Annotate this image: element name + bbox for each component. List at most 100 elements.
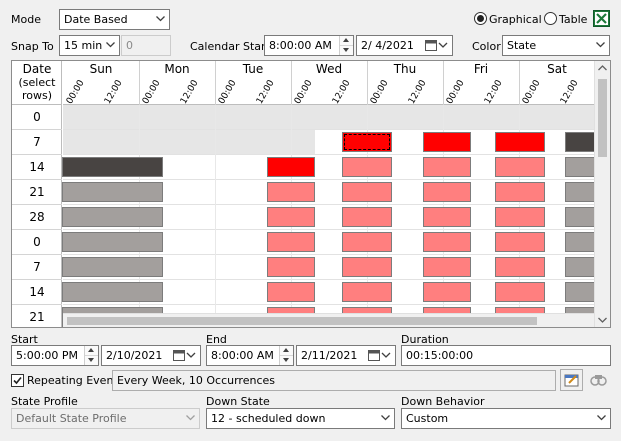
event-block[interactable] xyxy=(342,257,392,277)
row-date-label[interactable]: 0 xyxy=(12,230,62,255)
find-icon[interactable] xyxy=(587,369,610,391)
mode-dropdown[interactable]: Date Based xyxy=(59,9,170,30)
calendar-dropdown-icon[interactable] xyxy=(424,39,448,52)
row-date-label[interactable]: 21 xyxy=(12,180,62,205)
event-block[interactable] xyxy=(62,182,163,202)
row-date-label[interactable]: 7 xyxy=(12,255,62,280)
color-dropdown[interactable]: State xyxy=(502,35,610,56)
graphical-radio[interactable] xyxy=(474,12,487,25)
calendar-grid[interactable]: Date (select rows) 0 7 14 21 28 0 7 14 21 Sun 00:… xyxy=(11,60,611,328)
duration-field[interactable]: 00:15:00:00 xyxy=(401,345,611,366)
event-block[interactable] xyxy=(565,232,595,252)
event-block[interactable] xyxy=(495,207,545,227)
start-time[interactable]: 5:00:00 PM xyxy=(11,345,99,366)
spin-down-icon[interactable] xyxy=(280,355,293,364)
event-block[interactable] xyxy=(342,232,392,252)
event-block[interactable] xyxy=(423,157,471,177)
event-block[interactable] xyxy=(423,132,471,152)
event-block[interactable] xyxy=(62,257,163,277)
event-block[interactable] xyxy=(62,232,163,252)
down-state-value: 12 - scheduled down xyxy=(211,412,326,425)
calendar-start-label: Calendar Start xyxy=(190,40,270,53)
row-gridline xyxy=(63,154,594,155)
spin-up-icon[interactable] xyxy=(340,36,353,45)
event-block[interactable] xyxy=(267,282,315,302)
mode-value: Date Based xyxy=(64,13,128,26)
event-block[interactable] xyxy=(565,132,595,152)
row-date-label[interactable]: 14 xyxy=(12,280,62,305)
table-label[interactable]: Table xyxy=(559,13,588,26)
event-block[interactable] xyxy=(267,182,315,202)
calendar-dropdown-icon[interactable] xyxy=(172,349,196,362)
row-gridline xyxy=(63,204,594,205)
row-date-label[interactable]: 7 xyxy=(12,130,62,155)
event-block[interactable] xyxy=(267,257,315,277)
table-radio[interactable] xyxy=(544,12,557,25)
event-block[interactable] xyxy=(423,257,471,277)
down-state-dropdown[interactable]: 12 - scheduled down xyxy=(206,408,395,429)
start-date[interactable]: 2/10/2021 xyxy=(101,345,201,366)
horizontal-scrollbar[interactable] xyxy=(63,313,594,327)
event-block[interactable] xyxy=(495,232,545,252)
day-separator xyxy=(443,61,444,105)
down-behavior-dropdown[interactable]: Custom xyxy=(401,408,611,429)
end-date[interactable]: 2/11/2021 xyxy=(296,345,396,366)
end-time[interactable]: 8:00:00 AM xyxy=(206,345,294,366)
event-block[interactable] xyxy=(495,132,545,152)
spin-up-icon[interactable] xyxy=(280,346,293,355)
event-block[interactable] xyxy=(495,257,545,277)
calendar-dropdown-icon[interactable] xyxy=(367,349,391,362)
event-block[interactable] xyxy=(267,232,315,252)
event-block[interactable] xyxy=(423,282,471,302)
repeating-label[interactable]: Repeating Event xyxy=(27,374,118,387)
horizontal-scroll-thumb[interactable] xyxy=(67,317,537,325)
row-date-label[interactable]: 14 xyxy=(12,155,62,180)
event-block[interactable] xyxy=(342,182,392,202)
spin-down-icon[interactable] xyxy=(340,45,353,54)
event-block[interactable] xyxy=(342,157,392,177)
spin-up-icon[interactable] xyxy=(85,346,98,355)
event-block[interactable] xyxy=(62,207,163,227)
event-block[interactable] xyxy=(565,157,595,177)
event-block[interactable] xyxy=(62,157,163,177)
event-block[interactable] xyxy=(495,182,545,202)
event-block[interactable] xyxy=(565,207,595,227)
event-block[interactable] xyxy=(267,157,315,177)
row-date-label[interactable]: 28 xyxy=(12,205,62,230)
row-header-subtitle: (select rows) xyxy=(18,76,56,102)
start-date-value: 2/10/2021 xyxy=(106,349,163,362)
excel-export-icon[interactable] xyxy=(593,10,610,27)
event-block[interactable] xyxy=(423,232,471,252)
edit-recurrence-icon[interactable] xyxy=(560,369,583,391)
event-block[interactable] xyxy=(495,282,545,302)
repeating-checkbox[interactable] xyxy=(11,374,24,387)
event-block[interactable] xyxy=(342,207,392,227)
calendar-start-date[interactable]: 2/ 4/2021 xyxy=(356,35,453,56)
row-date-label[interactable]: 0 xyxy=(12,105,62,130)
time-spinner[interactable] xyxy=(84,346,98,365)
scroll-down-icon[interactable] xyxy=(598,317,607,323)
row-date-label[interactable]: 21 xyxy=(12,305,62,327)
duration-value: 00:15:00:00 xyxy=(406,349,474,362)
end-label: End xyxy=(206,333,227,346)
event-block[interactable] xyxy=(423,207,471,227)
calendar-start-time[interactable]: 8:00:00 AM xyxy=(264,35,354,56)
event-block[interactable] xyxy=(62,282,163,302)
vertical-scroll-thumb[interactable] xyxy=(598,79,607,157)
graphical-label[interactable]: Graphical xyxy=(489,13,542,26)
event-block[interactable] xyxy=(495,157,545,177)
event-block[interactable] xyxy=(423,182,471,202)
vertical-scrollbar[interactable] xyxy=(594,61,610,327)
spin-down-icon[interactable] xyxy=(85,355,98,364)
event-block[interactable] xyxy=(565,182,595,202)
event-block[interactable] xyxy=(267,207,315,227)
selected-event-block[interactable] xyxy=(342,132,392,152)
snap-dropdown[interactable]: 15 min xyxy=(59,35,120,56)
event-block[interactable] xyxy=(565,282,595,302)
event-block[interactable] xyxy=(565,257,595,277)
time-spinner[interactable] xyxy=(339,36,353,55)
event-block[interactable] xyxy=(342,282,392,302)
chevron-down-icon xyxy=(106,42,115,48)
time-spinner[interactable] xyxy=(279,346,293,365)
scroll-up-icon[interactable] xyxy=(598,65,607,71)
